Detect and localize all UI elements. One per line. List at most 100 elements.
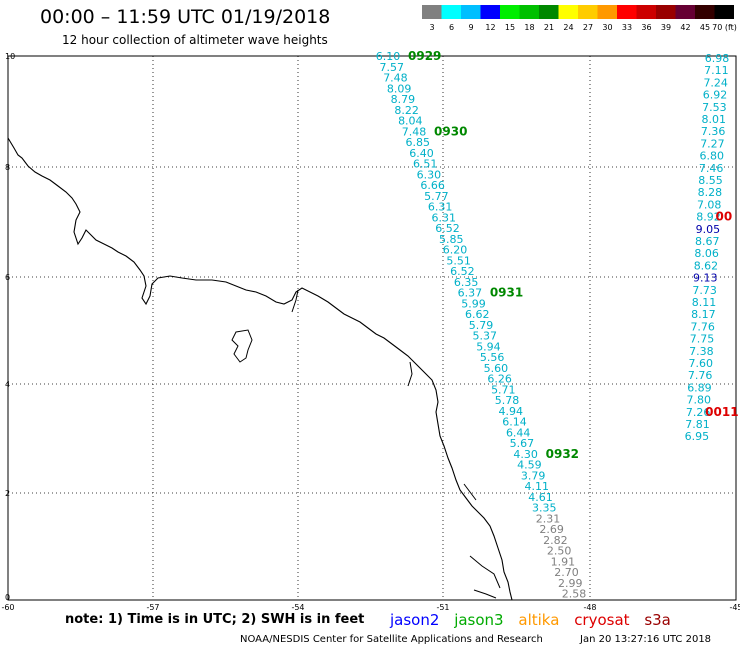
grid-lines [8, 56, 736, 600]
wave-height-label: 5.56 [480, 351, 505, 364]
wave-height-label: 7.48 [402, 125, 427, 138]
wave-height-label: 6.52 [450, 265, 475, 278]
wave-height-label: 6.26 [487, 373, 512, 386]
wave-height-label: 4.11 [525, 480, 550, 493]
wave-height-label: 7.24 [703, 76, 728, 89]
wave-height-label: 7.08 [697, 198, 722, 211]
wave-height-label: 5.94 [476, 340, 501, 353]
colorbar-label: 33 [622, 23, 632, 32]
wave-height-label: 6.37 [458, 287, 483, 300]
wave-height-label: 2.31 [536, 512, 561, 525]
wave-height-label: 6.10 [376, 50, 401, 63]
wave-height-label: 6.66 [420, 179, 445, 192]
wave-height-label: 8.11 [692, 296, 717, 309]
colorbar-label: 36 [641, 23, 651, 32]
wave-height-label: 4.94 [499, 405, 524, 418]
wave-height-label: 7.76 [690, 320, 715, 333]
pass-time-label: 0930 [434, 124, 467, 138]
wave-height-label: 8.06 [694, 247, 719, 260]
wave-height-label: 8.62 [694, 259, 719, 272]
colorbar-swatch [617, 5, 637, 19]
page-subtitle: 12 hour collection of altimeter wave hei… [62, 33, 328, 47]
pass-time-label: 00 [716, 210, 733, 224]
wave-height-label: 8.22 [394, 104, 419, 117]
colorbar-swatch [519, 5, 539, 19]
wave-height-label: 8.09 [387, 82, 412, 95]
axis-ticks: -60 -57 -54 -51 -48 -45 10 8 6 4 2 0 [1, 52, 740, 612]
wave-height-label: 5.79 [469, 319, 494, 332]
colorbar-swatch [422, 5, 442, 19]
pass-time-label: 0011 [705, 405, 738, 419]
wave-height-label: 6.52 [435, 222, 460, 235]
wave-height-label: 7.48 [383, 72, 408, 85]
colorbar-label: 27 [583, 23, 593, 32]
wave-height-label: 5.99 [461, 297, 486, 310]
wave-height-label: 7.81 [685, 418, 710, 431]
colorbar-swatch [675, 5, 695, 19]
wave-height-label: 9.05 [696, 223, 721, 236]
colorbar-label: 9 [468, 23, 473, 32]
wave-height-label: 6.44 [506, 426, 531, 439]
wave-height-label: 7.27 [700, 137, 725, 150]
colorbar-swatch [597, 5, 617, 19]
wave-height-label: 5.60 [484, 362, 509, 375]
wave-height-label: 7.75 [690, 333, 715, 346]
wave-height-label: 8.28 [698, 186, 723, 199]
wave-height-label: 7.46 [699, 162, 724, 175]
wave-height-label: 7.26 [686, 406, 711, 419]
wave-height-label: 6.62 [465, 308, 490, 321]
wave-height-label: 2.58 [562, 588, 587, 601]
wave-height-label: 6.85 [406, 136, 431, 149]
wave-height-label: 8.79 [391, 93, 416, 106]
legend-s3a: s3a [644, 611, 671, 629]
footer-timestamp: Jan 20 13:27:16 UTC 2018 [580, 634, 712, 645]
island [231, 329, 253, 363]
wave-height-label: 6.31 [432, 211, 457, 224]
wave-height-label: 5.37 [472, 330, 497, 343]
wave-height-label: 6.14 [502, 416, 527, 429]
wave-height-label: 8.55 [698, 174, 723, 187]
satellite-track-1: 6.107.577.488.098.798.228.047.486.856.40… [376, 49, 587, 601]
y-tick-label: 6 [5, 273, 10, 282]
colorbar: 3 6 9 12 15 18 21 24 27 30 33 36 39 42 45 70 (ft) [422, 5, 737, 32]
colorbar-label: 30 [602, 23, 612, 32]
colorbar-label: 45 [700, 23, 710, 32]
wave-height-label: 7.60 [689, 357, 714, 370]
colorbar-label: 3 [429, 23, 434, 32]
wave-height-label: 4.61 [528, 491, 553, 504]
colorbar-swatch [441, 5, 461, 19]
wave-height-label: 7.11 [704, 64, 729, 77]
y-tick-label: 2 [5, 489, 10, 498]
wave-height-label: 8.17 [691, 308, 716, 321]
footer-credit: NOAA/NESDIS Center for Satellite Applica… [240, 634, 543, 645]
colorbar-swatch [461, 5, 481, 19]
colorbar-label: 39 [661, 23, 671, 32]
wave-height-label: 6.92 [703, 89, 728, 102]
colorbar-swatch [500, 5, 520, 19]
wave-height-label: 7.57 [379, 61, 404, 74]
colorbar-label: 70 (ft) [712, 23, 737, 32]
wave-height-label: 5.77 [424, 190, 449, 203]
wave-height-label: 3.79 [521, 469, 546, 482]
satellite-track-2: 6.987.117.246.927.538.017.367.276.807.46… [685, 52, 739, 443]
colorbar-label: 18 [524, 23, 534, 32]
colorbar-swatch [656, 5, 676, 19]
legend-cryosat: cryosat [574, 611, 630, 629]
wave-height-label: 2.69 [539, 523, 564, 536]
pass-time-label: 0931 [490, 286, 523, 300]
colorbar-label: 12 [485, 23, 495, 32]
wave-height-label: 7.36 [701, 125, 726, 138]
colorbar-label: 21 [544, 23, 554, 32]
wave-height-label: 6.98 [705, 52, 730, 65]
page-title: 00:00 – 11:59 UTC 01/19/2018 [40, 6, 331, 28]
wave-height-label: 2.50 [547, 545, 572, 558]
wave-height-label: 6.89 [687, 381, 712, 394]
wave-height-label: 6.31 [428, 201, 453, 214]
wave-height-label: 2.70 [554, 566, 579, 579]
y-tick-label: 4 [5, 380, 10, 389]
wave-height-label: 5.71 [491, 383, 516, 396]
wave-height-label: 3.35 [532, 502, 557, 515]
pass-time-label: 0932 [546, 447, 579, 461]
x-tick-label: -57 [146, 603, 159, 612]
